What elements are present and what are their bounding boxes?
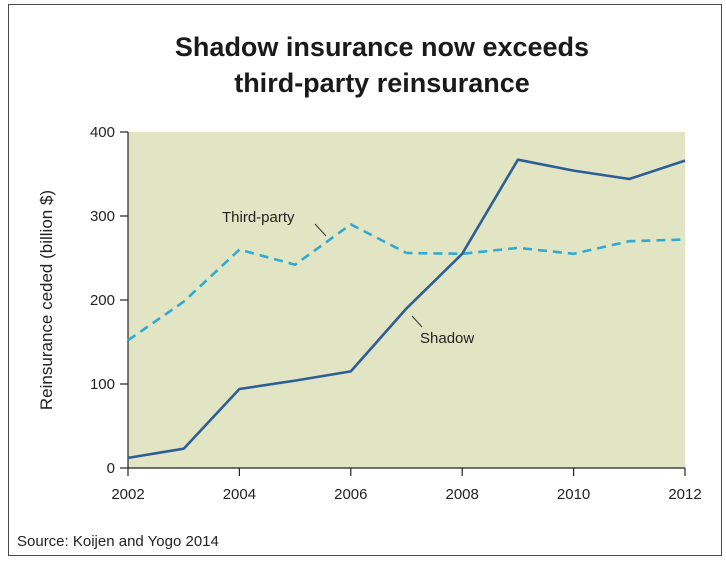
y-tick-label: 400 xyxy=(90,124,115,141)
shadow-label: Shadow xyxy=(420,330,474,347)
third-party-leader-line xyxy=(314,223,327,237)
series-group xyxy=(127,158,686,460)
third-party-series-line xyxy=(127,223,686,342)
x-tick-label: 2002 xyxy=(111,486,144,503)
y-tick-label: 300 xyxy=(90,208,115,225)
chart-title-line-1: Shadow insurance now exceeds xyxy=(175,32,589,62)
y-tick-label: 200 xyxy=(90,292,115,309)
y-tick-label: 0 xyxy=(107,460,115,477)
axes: 0 100 200 300 400 2002 2004 2006 2008 2010 2012 xyxy=(90,124,702,503)
chart-title-line-2: third-party reinsurance xyxy=(234,68,530,98)
y-tick-label: 100 xyxy=(90,376,115,393)
third-party-label: Third-party xyxy=(222,209,295,226)
y-axis-label: Reinsurance ceded (billion $) xyxy=(37,190,56,410)
x-tick-label: 2012 xyxy=(668,486,701,503)
x-tick-label: 2008 xyxy=(446,486,479,503)
x-tick-label: 2010 xyxy=(557,486,590,503)
source-note: Source: Koijen and Yogo 2014 xyxy=(17,533,219,550)
shadow-leader-line xyxy=(411,315,423,328)
x-tick-label: 2006 xyxy=(334,486,367,503)
x-tick-label: 2004 xyxy=(223,486,256,503)
plot-area xyxy=(128,132,685,468)
